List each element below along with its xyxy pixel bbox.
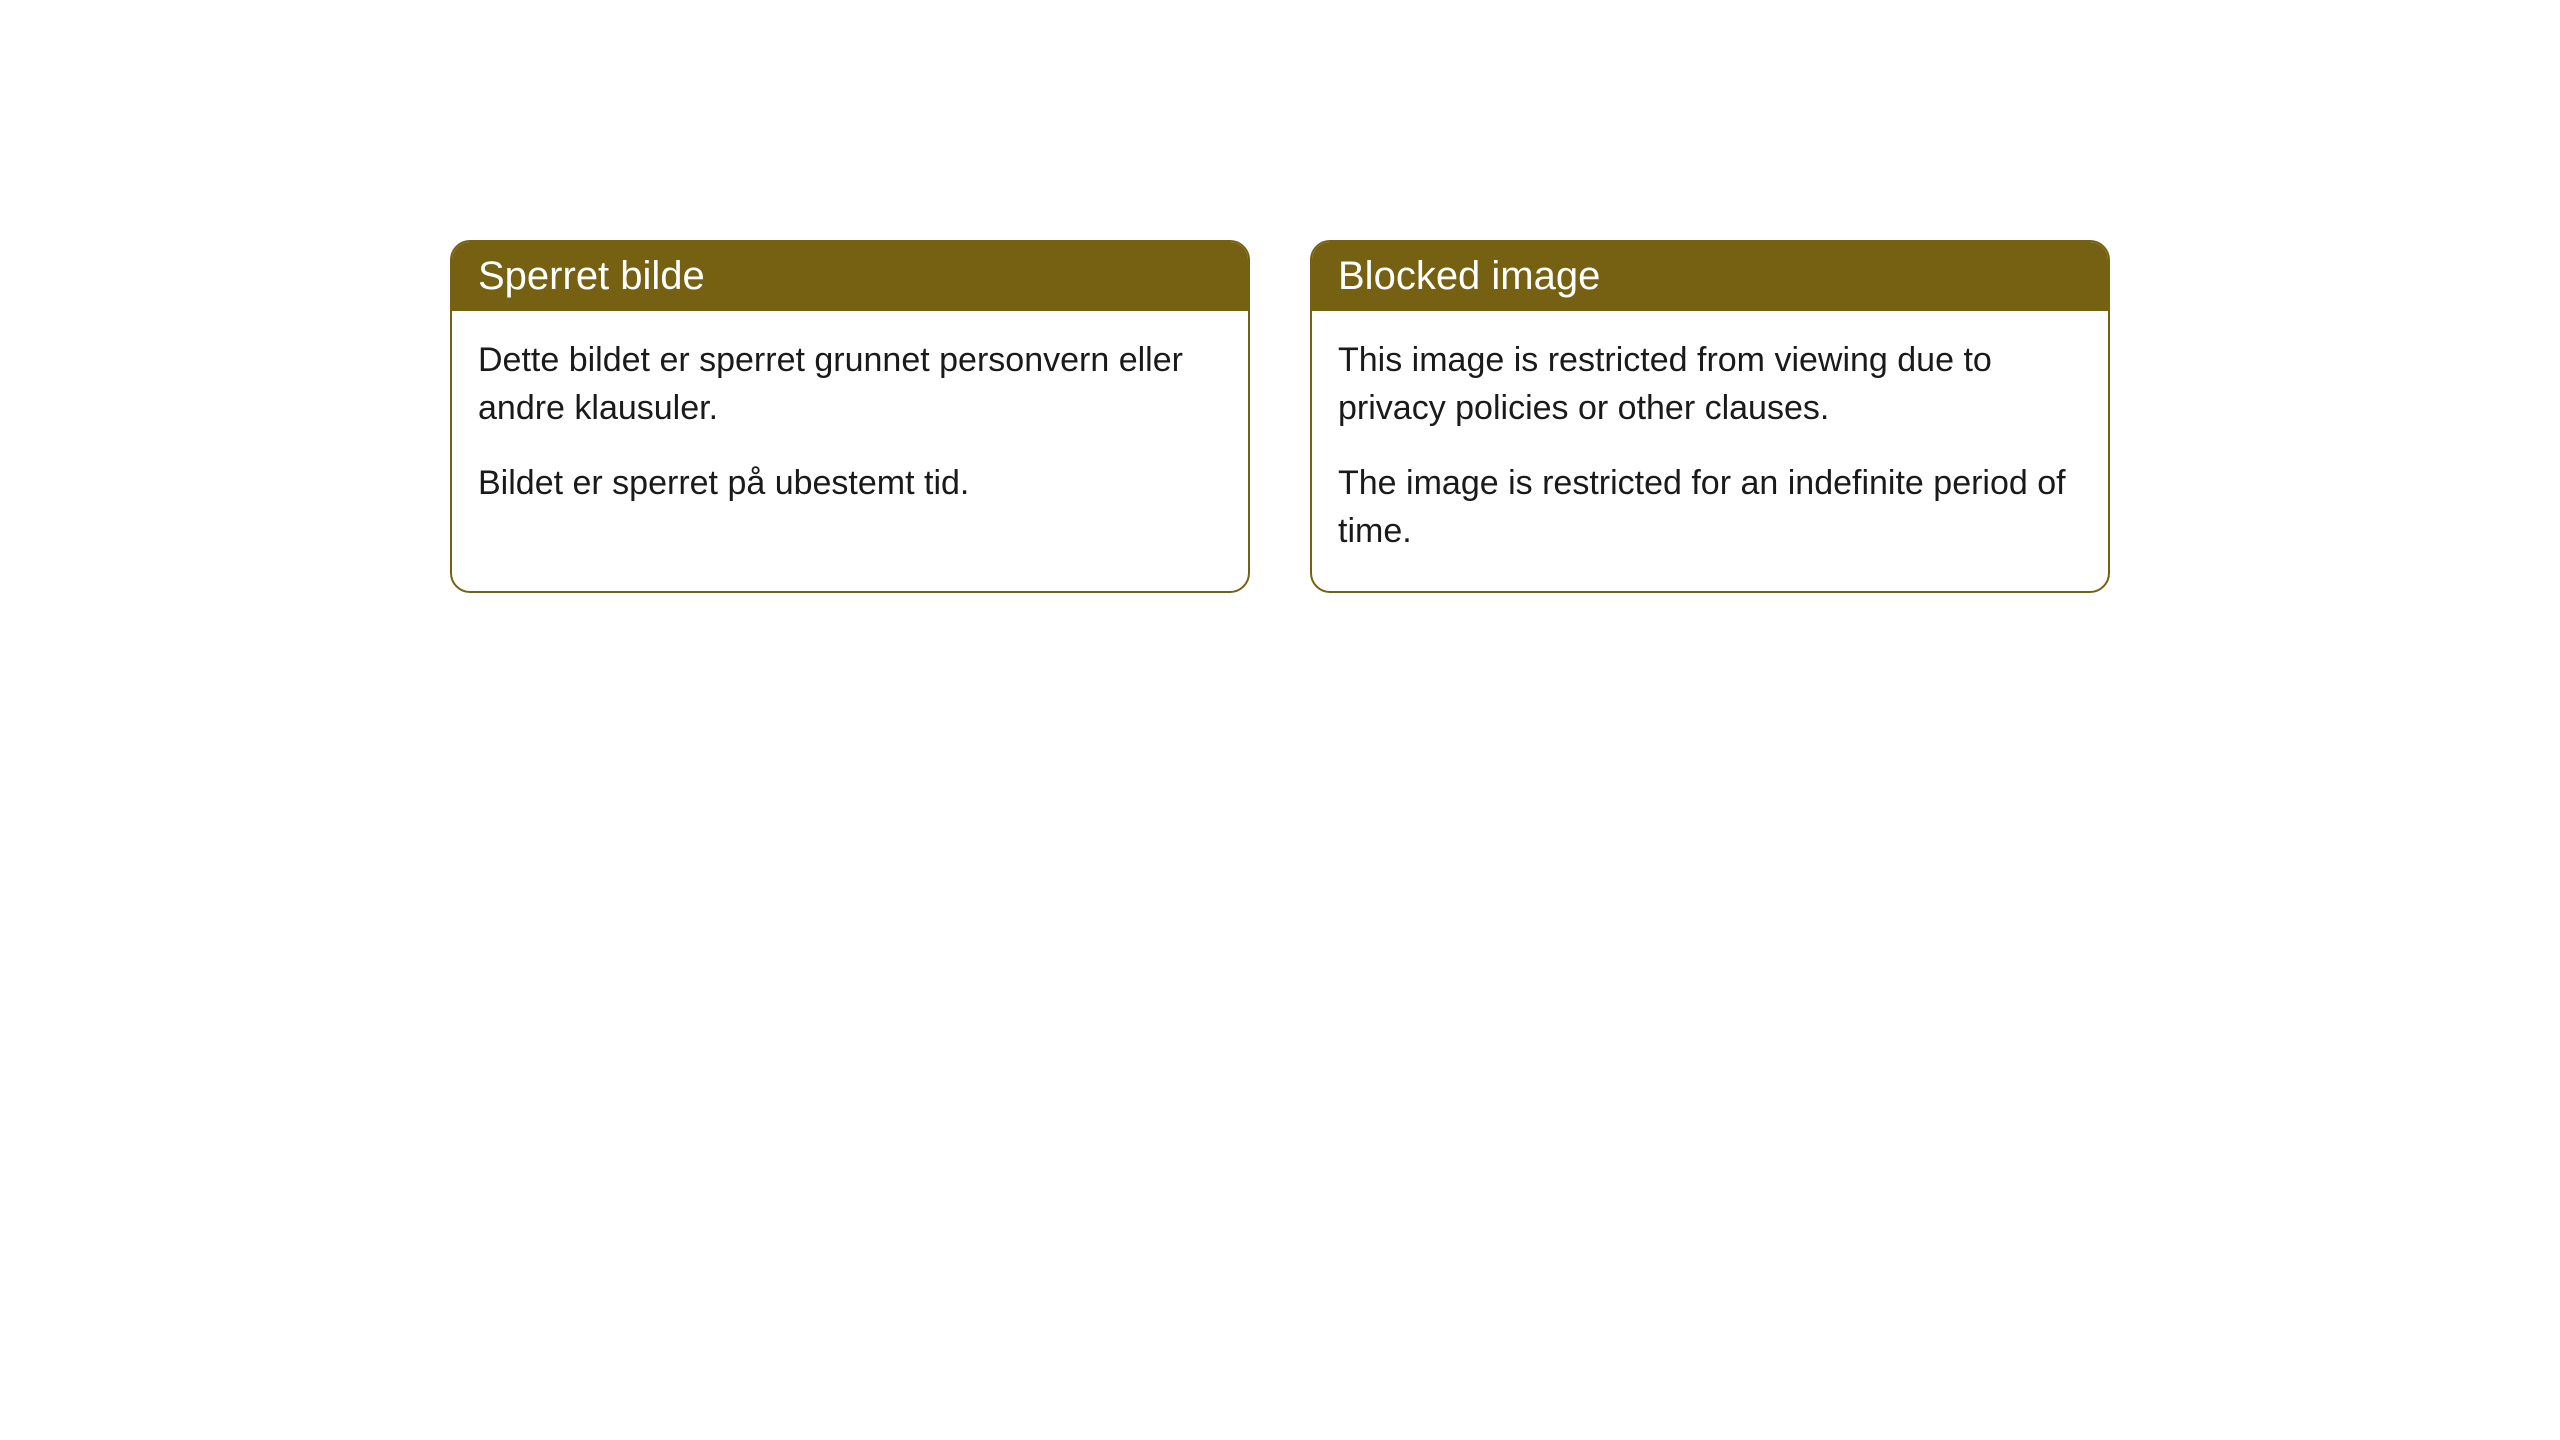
card-paragraph-1: Dette bildet er sperret grunnet personve… bbox=[478, 337, 1222, 432]
card-body-norwegian: Dette bildet er sperret grunnet personve… bbox=[452, 311, 1248, 544]
card-english: Blocked image This image is restricted f… bbox=[1310, 240, 2110, 593]
card-header-norwegian: Sperret bilde bbox=[452, 242, 1248, 311]
card-norwegian: Sperret bilde Dette bildet er sperret gr… bbox=[450, 240, 1250, 593]
card-paragraph-2: The image is restricted for an indefinit… bbox=[1338, 460, 2082, 555]
card-body-english: This image is restricted from viewing du… bbox=[1312, 311, 2108, 591]
card-paragraph-2: Bildet er sperret på ubestemt tid. bbox=[478, 460, 1222, 508]
cards-container: Sperret bilde Dette bildet er sperret gr… bbox=[450, 240, 2110, 593]
card-header-english: Blocked image bbox=[1312, 242, 2108, 311]
card-paragraph-1: This image is restricted from viewing du… bbox=[1338, 337, 2082, 432]
